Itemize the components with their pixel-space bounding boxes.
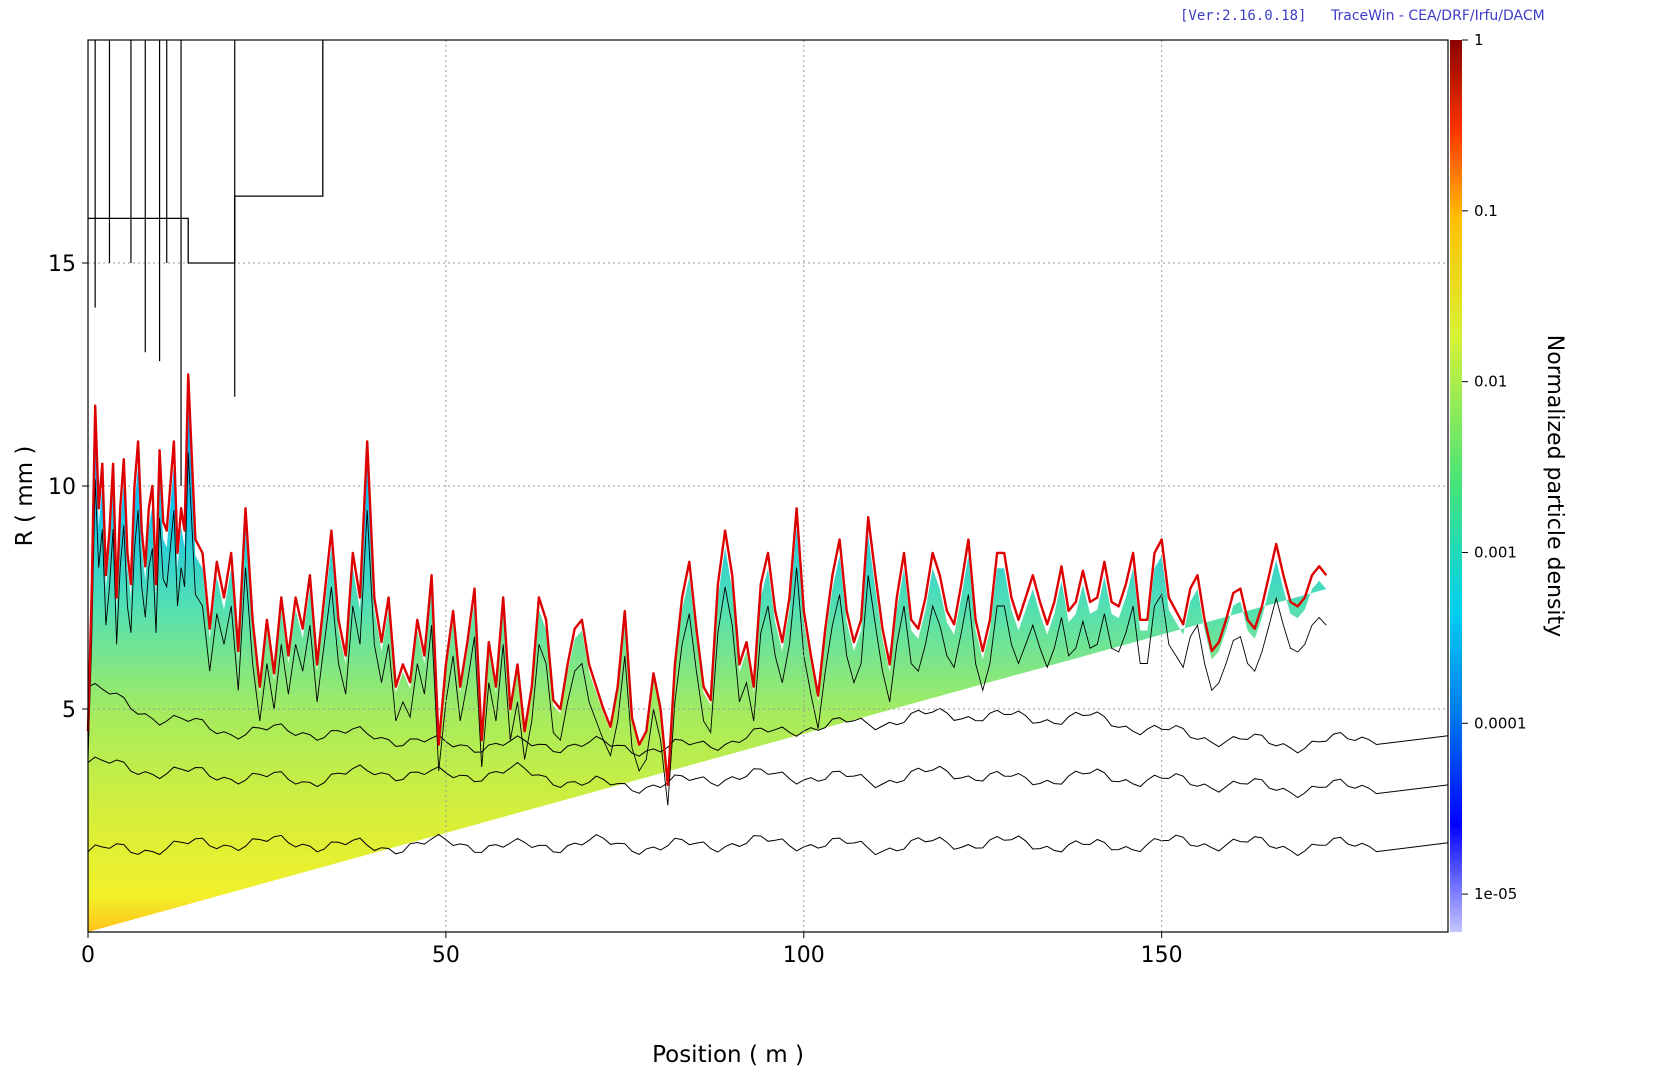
x-tick-label: 150	[1141, 943, 1183, 968]
y-tick-label: 15	[48, 252, 76, 277]
core-hotspot	[591, 906, 616, 930]
axis-ticks: 0 50 100 150 5 10 15	[48, 252, 1183, 968]
colorbar-tick-label: 0.0001	[1474, 714, 1527, 732]
envelope-max-line	[86, 373, 1328, 786]
y-axis-label: R ( mm )	[12, 446, 38, 547]
core-hotspot	[448, 906, 473, 930]
density-contour	[87, 682, 1449, 757]
core-hotspot	[877, 906, 902, 930]
density-contour	[87, 756, 1449, 799]
aperture-outline	[88, 40, 324, 264]
core-hotspot	[512, 906, 537, 930]
x-tick-label: 100	[783, 943, 825, 968]
y-tick-label: 10	[48, 475, 76, 500]
colorbar-tick-label: 0.1	[1474, 202, 1498, 220]
colorbar-tick-label: 0.01	[1474, 373, 1507, 391]
version-label: [Ver:2.16.0.18]	[1180, 8, 1307, 24]
x-axis-label: Position ( m )	[652, 1042, 804, 1067]
core-hotspots	[398, 906, 995, 930]
core-hotspot	[684, 906, 709, 930]
colorbar-tick-label: 0.001	[1474, 543, 1517, 561]
colorbar-ticks: 1 0.1 0.01 0.001 0.0001 1e-05	[1462, 31, 1527, 903]
density-contour	[87, 833, 1449, 857]
core-hotspot	[398, 906, 423, 930]
x-tick-label: 0	[81, 943, 95, 968]
grid-lines	[88, 40, 1448, 932]
outer-density-contour	[87, 452, 1327, 806]
aperture-steps	[94, 40, 236, 486]
core-hotspot	[970, 906, 995, 930]
x-tick-label: 50	[432, 943, 460, 968]
colorbar	[1450, 40, 1462, 932]
y-tick-label: 5	[62, 698, 76, 723]
product-label: TraceWin - CEA/DRF/Irfu/DACM	[1331, 8, 1545, 24]
colorbar-label: Normalized particle density	[1542, 335, 1567, 637]
colorbar-tick-label: 1e-05	[1474, 885, 1517, 903]
colorbar-tick-label: 1	[1474, 31, 1484, 49]
